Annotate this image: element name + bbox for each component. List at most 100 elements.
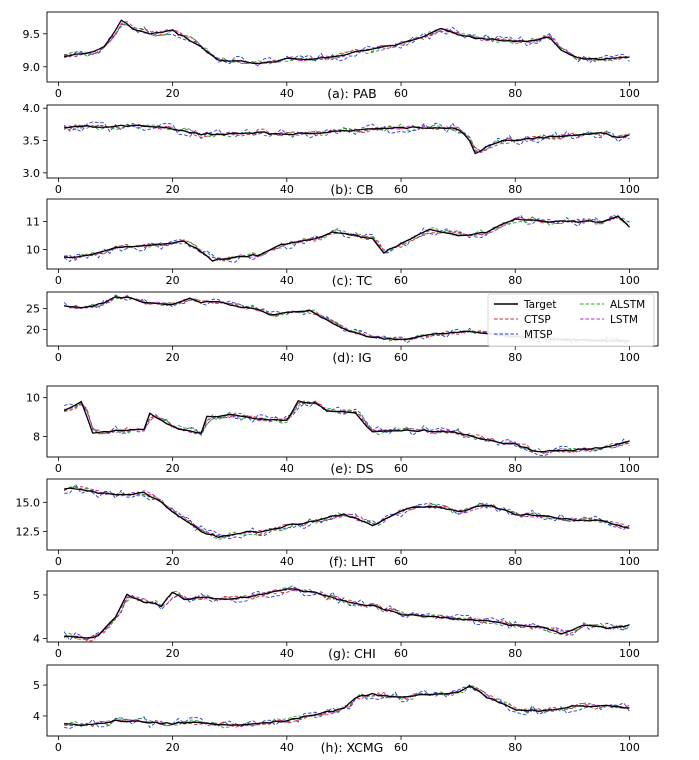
panel-title: (g): CHI	[328, 646, 376, 661]
x-tick-label: 60	[394, 555, 408, 568]
panel-4: 0 20 40 60 80 100 20 25 (d): IG	[26, 291, 659, 365]
x-tick-label: 100	[619, 351, 640, 364]
x-tick-label: 100	[619, 274, 640, 287]
x-tick-label: 100	[619, 462, 640, 475]
x-tick-label: 60	[394, 741, 408, 754]
y-tick-label: 4	[33, 633, 40, 646]
x-tick-label: 80	[508, 274, 522, 287]
series-ctsp-line	[63, 486, 630, 539]
axes-frame	[46, 478, 659, 551]
series-target-line	[63, 399, 630, 453]
x-tick-label: 20	[166, 462, 180, 475]
series-lstm-line	[64, 588, 630, 641]
x-tick-label: 0	[55, 647, 62, 660]
legend-label-alstm: ALSTM	[610, 299, 645, 311]
panel-7: 0 20 40 60 80 100 4 5 (g): CHI	[33, 570, 659, 661]
panel-8: 0 20 40 60 80 100 4 5 (h): XCMG	[33, 664, 659, 755]
panel-title: (h): XCMG	[321, 740, 384, 755]
y-tick-label: 15.0	[16, 496, 41, 509]
x-tick-label: 100	[619, 555, 640, 568]
y-tick-label: 3.5	[23, 135, 41, 148]
x-tick-label: 60	[394, 87, 408, 100]
series-target-line	[64, 487, 630, 539]
panel-2: 0 20 40 60 80 100 3.0 3.5 4.0 (b): CB	[23, 102, 659, 197]
x-tick-label: 20	[166, 183, 180, 196]
x-tick-label: 60	[394, 462, 408, 475]
y-tick-label: 11	[26, 215, 40, 228]
series-alstm-line	[63, 586, 630, 641]
x-tick-label: 100	[619, 183, 640, 196]
x-tick-label: 40	[280, 462, 294, 475]
x-tick-label: 0	[55, 555, 62, 568]
legend-label-ctsp: CTSP	[524, 314, 551, 326]
series-target-line	[64, 684, 630, 727]
panel-title: (b): CB	[330, 182, 373, 197]
panel-title: (c): TC	[332, 273, 373, 288]
y-tick-label: 5	[33, 679, 40, 692]
y-tick-label: 4.0	[23, 102, 41, 115]
series-ctsp-line	[64, 588, 630, 642]
axes-frame	[46, 291, 659, 347]
series-ctsp-line	[64, 401, 630, 454]
y-tick-label: 10	[26, 243, 40, 256]
axes-frame	[46, 570, 659, 643]
y-tick-label: 4	[33, 710, 40, 723]
series-target-line	[64, 215, 630, 262]
x-tick-label: 80	[508, 647, 522, 660]
panel-title: (d): IG	[332, 350, 371, 365]
x-tick-label: 40	[280, 274, 294, 287]
x-tick-label: 0	[55, 87, 62, 100]
x-tick-label: 80	[508, 183, 522, 196]
y-tick-label: 8	[33, 431, 40, 444]
x-tick-label: 40	[280, 741, 294, 754]
x-tick-label: 40	[280, 87, 294, 100]
series-lstm-line	[63, 486, 630, 538]
y-tick-label: 12.5	[16, 525, 41, 538]
series-alstm-line	[63, 123, 630, 152]
y-tick-label: 25	[26, 303, 40, 316]
x-tick-label: 80	[508, 555, 522, 568]
series-ctsp-line	[63, 295, 630, 343]
y-tick-label: 3.0	[23, 167, 41, 180]
series-alstm-line	[64, 216, 630, 262]
x-tick-label: 0	[55, 274, 62, 287]
y-tick-label: 5	[33, 589, 40, 602]
panel-3: 0 20 40 60 80 100 10 11 (c): TC	[26, 198, 659, 288]
panel-1: 0 20 40 60 80 100 9.0 9.5 (a): PAB	[23, 11, 659, 101]
axes-frame	[46, 198, 659, 270]
panel-6: 0 20 40 60 80 100 12.5 15.0 (f): LHT	[16, 478, 659, 569]
x-tick-label: 40	[280, 555, 294, 568]
x-tick-label: 0	[55, 351, 62, 364]
y-tick-label: 10	[26, 392, 40, 405]
x-tick-label: 100	[619, 741, 640, 754]
series-alstm-line	[64, 400, 630, 454]
x-tick-label: 40	[280, 183, 294, 196]
x-tick-label: 60	[394, 351, 408, 364]
legend-label-mtsp: MTSP	[524, 329, 552, 341]
series-ctsp-line	[63, 123, 630, 153]
x-tick-label: 60	[394, 647, 408, 660]
x-tick-label: 80	[508, 462, 522, 475]
x-tick-label: 0	[55, 462, 62, 475]
legend: Target CTSP MTSP ALSTM LSTM	[487, 293, 655, 347]
x-tick-label: 60	[394, 274, 408, 287]
panel-title: (f): LHT	[329, 554, 376, 569]
series-mtsp-line	[63, 214, 630, 263]
series-mtsp-line	[63, 585, 630, 642]
x-tick-label: 20	[166, 647, 180, 660]
y-tick-label: 20	[26, 323, 40, 336]
x-tick-label: 20	[166, 351, 180, 364]
x-tick-label: 80	[508, 741, 522, 754]
axes-frame	[46, 104, 659, 179]
series-target-line	[64, 19, 630, 65]
x-tick-label: 80	[508, 351, 522, 364]
x-tick-label: 20	[166, 87, 180, 100]
x-tick-label: 0	[55, 741, 62, 754]
legend-box	[487, 293, 655, 347]
x-tick-label: 40	[280, 351, 294, 364]
series-lstm-line	[64, 400, 630, 454]
series-mtsp-line	[63, 23, 630, 67]
x-tick-label: 20	[166, 274, 180, 287]
axes-frame	[46, 385, 659, 458]
x-tick-label: 80	[508, 87, 522, 100]
